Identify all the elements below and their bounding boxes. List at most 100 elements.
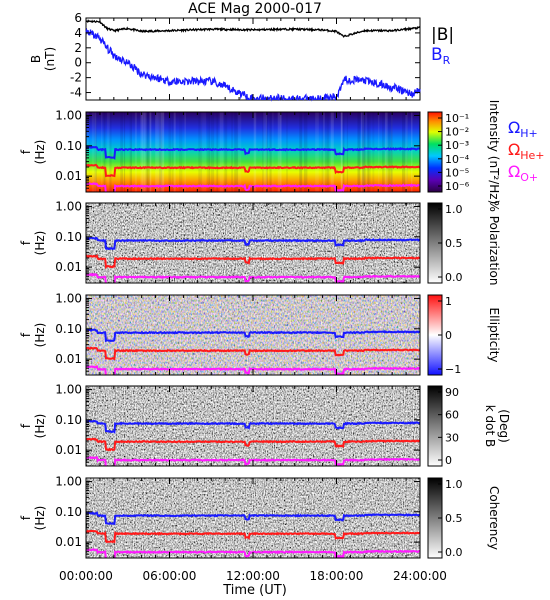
ion-line-H-plus [86, 236, 420, 251]
spectrogram-streak [101, 112, 103, 192]
spectrogram-streak [263, 112, 265, 192]
y-tick-label: 1.00 [55, 291, 82, 305]
legend-o-plus: ΩO+ [508, 162, 538, 184]
spectrogram-streak [141, 112, 145, 192]
x-tick-label: 06:00:00 [143, 569, 197, 583]
colorbar-tick-label: 10⁻⁵ [445, 166, 469, 179]
omega-he: Ω [508, 140, 520, 159]
y-tick-label: 1.00 [55, 199, 82, 213]
spectrogram-streak [388, 112, 392, 192]
spectrogram-streak [357, 112, 361, 192]
spectrogram-streak [411, 112, 413, 192]
colorbar-tick-label: 10⁻² [445, 126, 469, 139]
spectrogram-streak [265, 112, 267, 192]
spectrogram-streak [278, 112, 282, 192]
spectrogram-streak [155, 112, 158, 192]
spectrogram-streak [346, 112, 348, 192]
y-tick-label: 0.01 [55, 352, 82, 366]
ion-line-He-plus [86, 254, 420, 270]
x-axis-label: Time (UT) [222, 583, 287, 598]
y-axis-label: f [19, 332, 33, 337]
x-tick-label: 12:00:00 [226, 569, 280, 583]
sub-o: O+ [520, 171, 538, 184]
spectrogram-streak [340, 112, 343, 192]
spectrogram-streak [237, 112, 242, 192]
spectrogram-streak [94, 112, 97, 192]
spectrogram-streak [200, 112, 202, 192]
spectrogram-streak [109, 112, 112, 192]
spectrogram-streak [385, 112, 390, 192]
spectrogram-streak [277, 112, 282, 192]
x-tick-label: 24:00:00 [393, 569, 447, 583]
spectrogram-streak [315, 112, 319, 192]
spectrogram-streak [382, 112, 385, 192]
colorbar-label: % Polarization [487, 201, 501, 286]
y-axis-label: f [19, 515, 33, 520]
spectrogram-streak [272, 112, 274, 192]
spectrogram-streak [321, 112, 324, 192]
panel-ellipticity: 0.01 0.10 1.00 f (Hz) 1 0 −1 Ellipticity [19, 291, 501, 376]
colorbar-label: Intensity (nT²/Hz) [487, 100, 501, 205]
x-axis: Time (UT) 00:00:00 06:00:00 12:00:00 18:00:… [59, 569, 447, 598]
y-tick-label: 4 [74, 26, 82, 40]
spectrogram-streak [231, 112, 233, 192]
spectrogram-streak [216, 112, 219, 192]
spectrogram-streak [107, 112, 110, 192]
spectrogram-streak [158, 112, 162, 192]
spectrogram-streak [304, 112, 308, 192]
series-line-b-total [85, 19, 421, 38]
y-tick-label: 0.01 [55, 443, 82, 457]
y-tick-label: 0.01 [55, 260, 82, 274]
spectrogram-streak [361, 112, 365, 192]
spectrogram-streak [147, 112, 150, 192]
legend-b-r-sub: R [443, 54, 451, 67]
spectrogram-streak [184, 112, 186, 192]
spectrogram-streak [130, 112, 132, 192]
colorbar [427, 111, 443, 193]
chart-title: ACE Mag 2000-017 [188, 1, 322, 17]
field-legend: |B| BR [431, 25, 454, 67]
y-tick-label: 0.10 [55, 322, 82, 336]
spectrogram-streak [134, 112, 137, 192]
panel-k-dot-b: 0.01 0.10 1.00 f (Hz) 90 60 30 0 k dot B (Deg) [19, 382, 511, 467]
y-tick-label: 6 [74, 11, 82, 25]
y-axis-unit: (Hz) [33, 323, 47, 348]
spectrogram-streak [377, 112, 380, 192]
omega-h: Ω [508, 118, 520, 137]
spectrogram-streak [372, 112, 375, 192]
y-tick-label: 1.00 [55, 382, 82, 396]
x-tick-label: 18:00:00 [310, 569, 364, 583]
colorbar-tick-label: 0.5 [445, 237, 463, 250]
spectrogram-streak [362, 112, 364, 192]
spectrogram-streak [129, 112, 132, 192]
spectrogram-streak [145, 112, 148, 192]
spectrogram-streak [390, 112, 393, 192]
colorbar-tick-label: 10⁻⁴ [445, 153, 470, 166]
spectrogram-streak [95, 112, 97, 192]
x-tick-label: 00:00:00 [59, 569, 113, 583]
spectrogram-streak [124, 112, 126, 192]
y-tick-label: 0.01 [55, 169, 82, 183]
colorbar-tick-label: 0 [445, 454, 452, 467]
spectrogram-streak [161, 112, 165, 192]
spectrogram-streak [140, 112, 144, 192]
spectrogram-streak [340, 112, 343, 192]
spectrogram-streak [322, 112, 325, 192]
spectrogram-streak [406, 112, 409, 192]
y-tick-label: 2 [74, 41, 82, 55]
spectrogram-streak [149, 112, 152, 192]
spectrogram-streak [208, 112, 211, 192]
spectrogram-background [86, 112, 420, 192]
spectrogram-streak [161, 112, 165, 192]
spectrogram-streak [300, 112, 303, 192]
spectrogram-streak [211, 112, 215, 192]
y-tick-label: 1.00 [55, 108, 82, 122]
spectrogram-streak [86, 112, 89, 192]
spectrogram-streak [253, 112, 257, 192]
colorbar-tick-label: 60 [445, 409, 459, 422]
spectrogram-streak [286, 112, 288, 192]
spectrogram-noise [86, 203, 420, 283]
ion-line-He-plus [86, 529, 420, 544]
spectrogram-noise [86, 386, 420, 466]
